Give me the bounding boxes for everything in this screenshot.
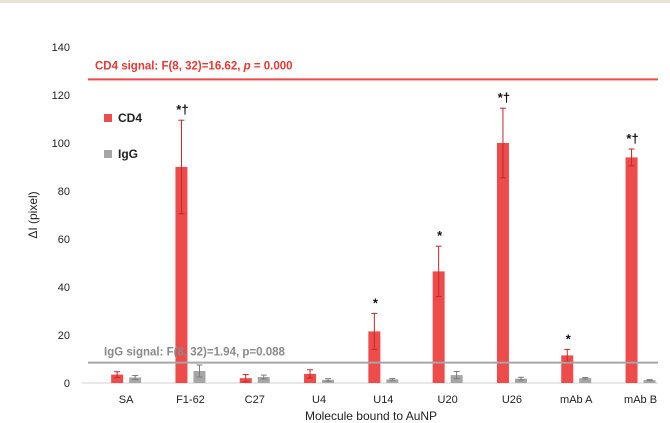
igg-legend-swatch: [104, 150, 112, 158]
cd4-bar: [432, 271, 445, 383]
igg-bar: [386, 379, 399, 383]
cd4-bar: [175, 167, 188, 383]
significance-marker: *: [437, 228, 443, 243]
significance-marker: *†: [498, 90, 510, 105]
significance-marker: *: [373, 295, 379, 310]
y-tick-label: 40: [58, 282, 70, 294]
y-tick-label: 120: [52, 90, 70, 102]
cd4-bar: [111, 374, 124, 383]
y-tick-label: 100: [52, 138, 70, 150]
igg-signal-label: IgG signal: F(8, 32)=1.94, p=0.088: [104, 347, 285, 359]
x-tick-label: SA: [119, 394, 134, 406]
x-tick-label: mAb B: [624, 394, 657, 406]
y-tick-label: 80: [58, 186, 70, 198]
igg-legend-label: IgG: [118, 147, 138, 161]
cd4-bar: [496, 143, 509, 383]
cd4-bar: [368, 331, 381, 383]
significance-marker: *†: [626, 131, 638, 146]
x-tick-label: U4: [312, 394, 326, 406]
igg-bar: [579, 378, 592, 383]
y-tick-label: 20: [58, 330, 70, 342]
cd4-signal-label: CD4 signal: F(8, 32)=16.62, p = 0.000: [95, 60, 293, 72]
y-axis-title: ΔI (pixel): [26, 191, 40, 238]
x-axis-title: Molecule bound to AuNP: [305, 409, 437, 423]
x-tick-label: mAb A: [560, 394, 593, 406]
igg-bar: [514, 378, 527, 383]
y-tick-label: 140: [52, 42, 70, 54]
top-border: [0, 0, 670, 3]
significance-marker: *†: [176, 102, 188, 117]
cd4-legend-label: CD4: [118, 111, 142, 125]
cd4-bar: [625, 157, 638, 383]
cd4-legend-swatch: [104, 114, 112, 122]
x-tick-label: U20: [438, 394, 458, 406]
x-tick-label: U14: [373, 394, 393, 406]
igg-bar: [129, 377, 142, 383]
y-tick-label: 60: [58, 234, 70, 246]
igg-bar: [257, 377, 270, 383]
x-tick-label: F1-62: [176, 394, 205, 406]
x-tick-label: C27: [245, 394, 265, 406]
x-tick-label: U26: [502, 394, 522, 406]
igg-bar: [643, 380, 656, 383]
significance-marker: *: [566, 331, 572, 346]
y-tick-label: 0: [64, 378, 70, 390]
